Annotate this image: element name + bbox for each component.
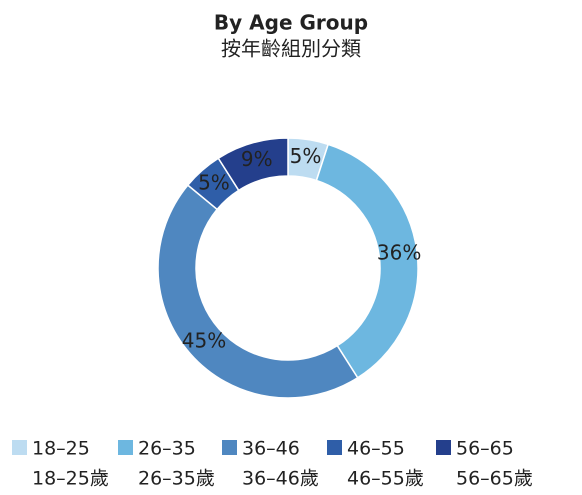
slice-label: 45% [182,329,226,353]
slice-label: 36% [377,240,421,264]
slice-label: 5% [198,170,230,194]
legend-label-zh: 56–65歲 [456,468,533,490]
legend-label: 18–25 [32,438,90,460]
donut-slice [217,137,289,192]
legend-label: 36–46 [242,438,300,460]
legend-swatch [436,440,451,455]
legend-swatch [12,440,27,455]
chart-title: By Age Group [214,11,368,35]
slice-label: 5% [290,144,322,168]
legend-swatch [118,440,133,455]
legend-label-zh: 18–25歲 [32,468,109,490]
legend-label: 56–65 [456,438,514,460]
legend-swatch [327,440,342,455]
legend-label: 46–55 [347,438,405,460]
legend-label-zh: 26–35歲 [138,468,215,490]
legend-label-zh: 36–46歲 [242,468,319,490]
legend-label-zh: 46–55歲 [347,468,424,490]
legend-swatch [222,440,237,455]
slice-label: 9% [241,147,273,171]
donut-slice [157,184,359,399]
legend-label: 26–35 [138,438,196,460]
chart-subtitle: 按年齡組別分類 [221,37,361,61]
